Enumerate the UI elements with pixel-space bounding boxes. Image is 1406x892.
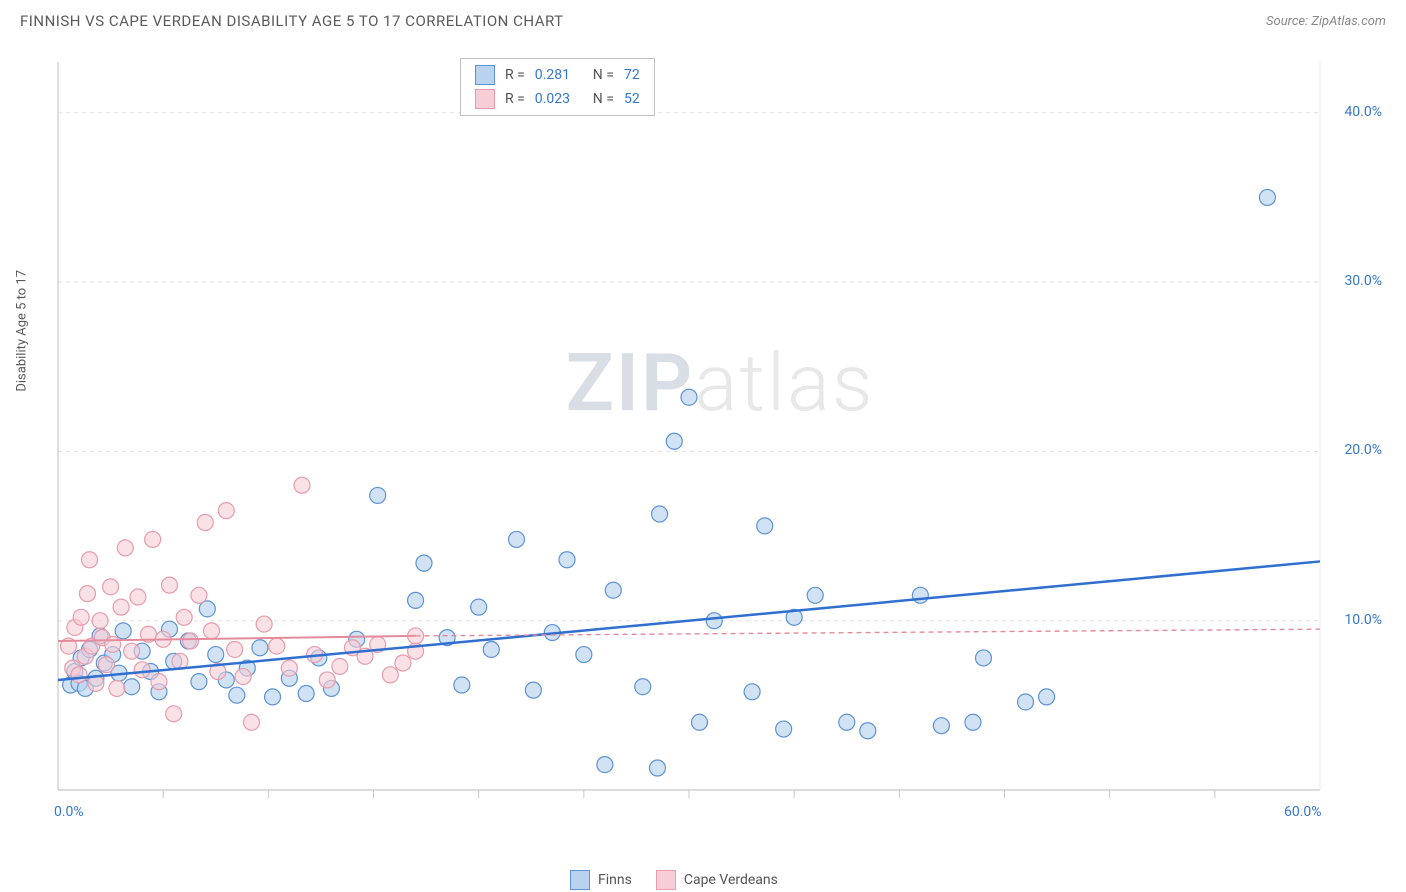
y-tick-label: 10.0% <box>1344 612 1382 628</box>
r-value: 0.281 <box>535 67 583 83</box>
legend-swatch-icon <box>475 89 495 109</box>
legend-item: Finns <box>570 870 632 890</box>
r-label: R = <box>505 91 525 107</box>
correlation-legend-row: R = 0.281 N = 72 <box>461 63 654 87</box>
r-label: R = <box>505 67 525 83</box>
correlation-legend: R = 0.281 N = 72 R = 0.023 N = 52 <box>460 58 655 116</box>
series-legend: Finns Cape Verdeans <box>570 870 778 890</box>
source-attribution: Source: ZipAtlas.com <box>1266 14 1386 29</box>
scatter-plot <box>50 60 1390 830</box>
y-tick-label: 30.0% <box>1344 273 1382 289</box>
chart-title: FINNISH VS CAPE VERDEAN DISABILITY AGE 5… <box>20 12 564 30</box>
n-label: N = <box>593 67 614 83</box>
legend-swatch-icon <box>475 65 495 85</box>
legend-swatch-icon <box>570 870 590 890</box>
legend-swatch-icon <box>656 870 676 890</box>
n-label: N = <box>593 91 614 107</box>
x-tick-label: 0.0% <box>54 804 84 820</box>
y-axis-label: Disability Age 5 to 17 <box>15 270 30 392</box>
legend-label: Cape Verdeans <box>684 872 778 888</box>
n-value: 72 <box>624 67 640 83</box>
chart-area: Disability Age 5 to 17 ZIPatlas 10.0%20.… <box>50 60 1390 830</box>
legend-label: Finns <box>598 872 632 888</box>
n-value: 52 <box>624 91 640 107</box>
legend-item: Cape Verdeans <box>656 870 778 890</box>
x-tick-label: 60.0% <box>1284 804 1322 820</box>
y-tick-label: 20.0% <box>1344 442 1382 458</box>
y-tick-label: 40.0% <box>1344 104 1382 120</box>
correlation-legend-row: R = 0.023 N = 52 <box>461 87 654 111</box>
r-value: 0.023 <box>535 91 583 107</box>
